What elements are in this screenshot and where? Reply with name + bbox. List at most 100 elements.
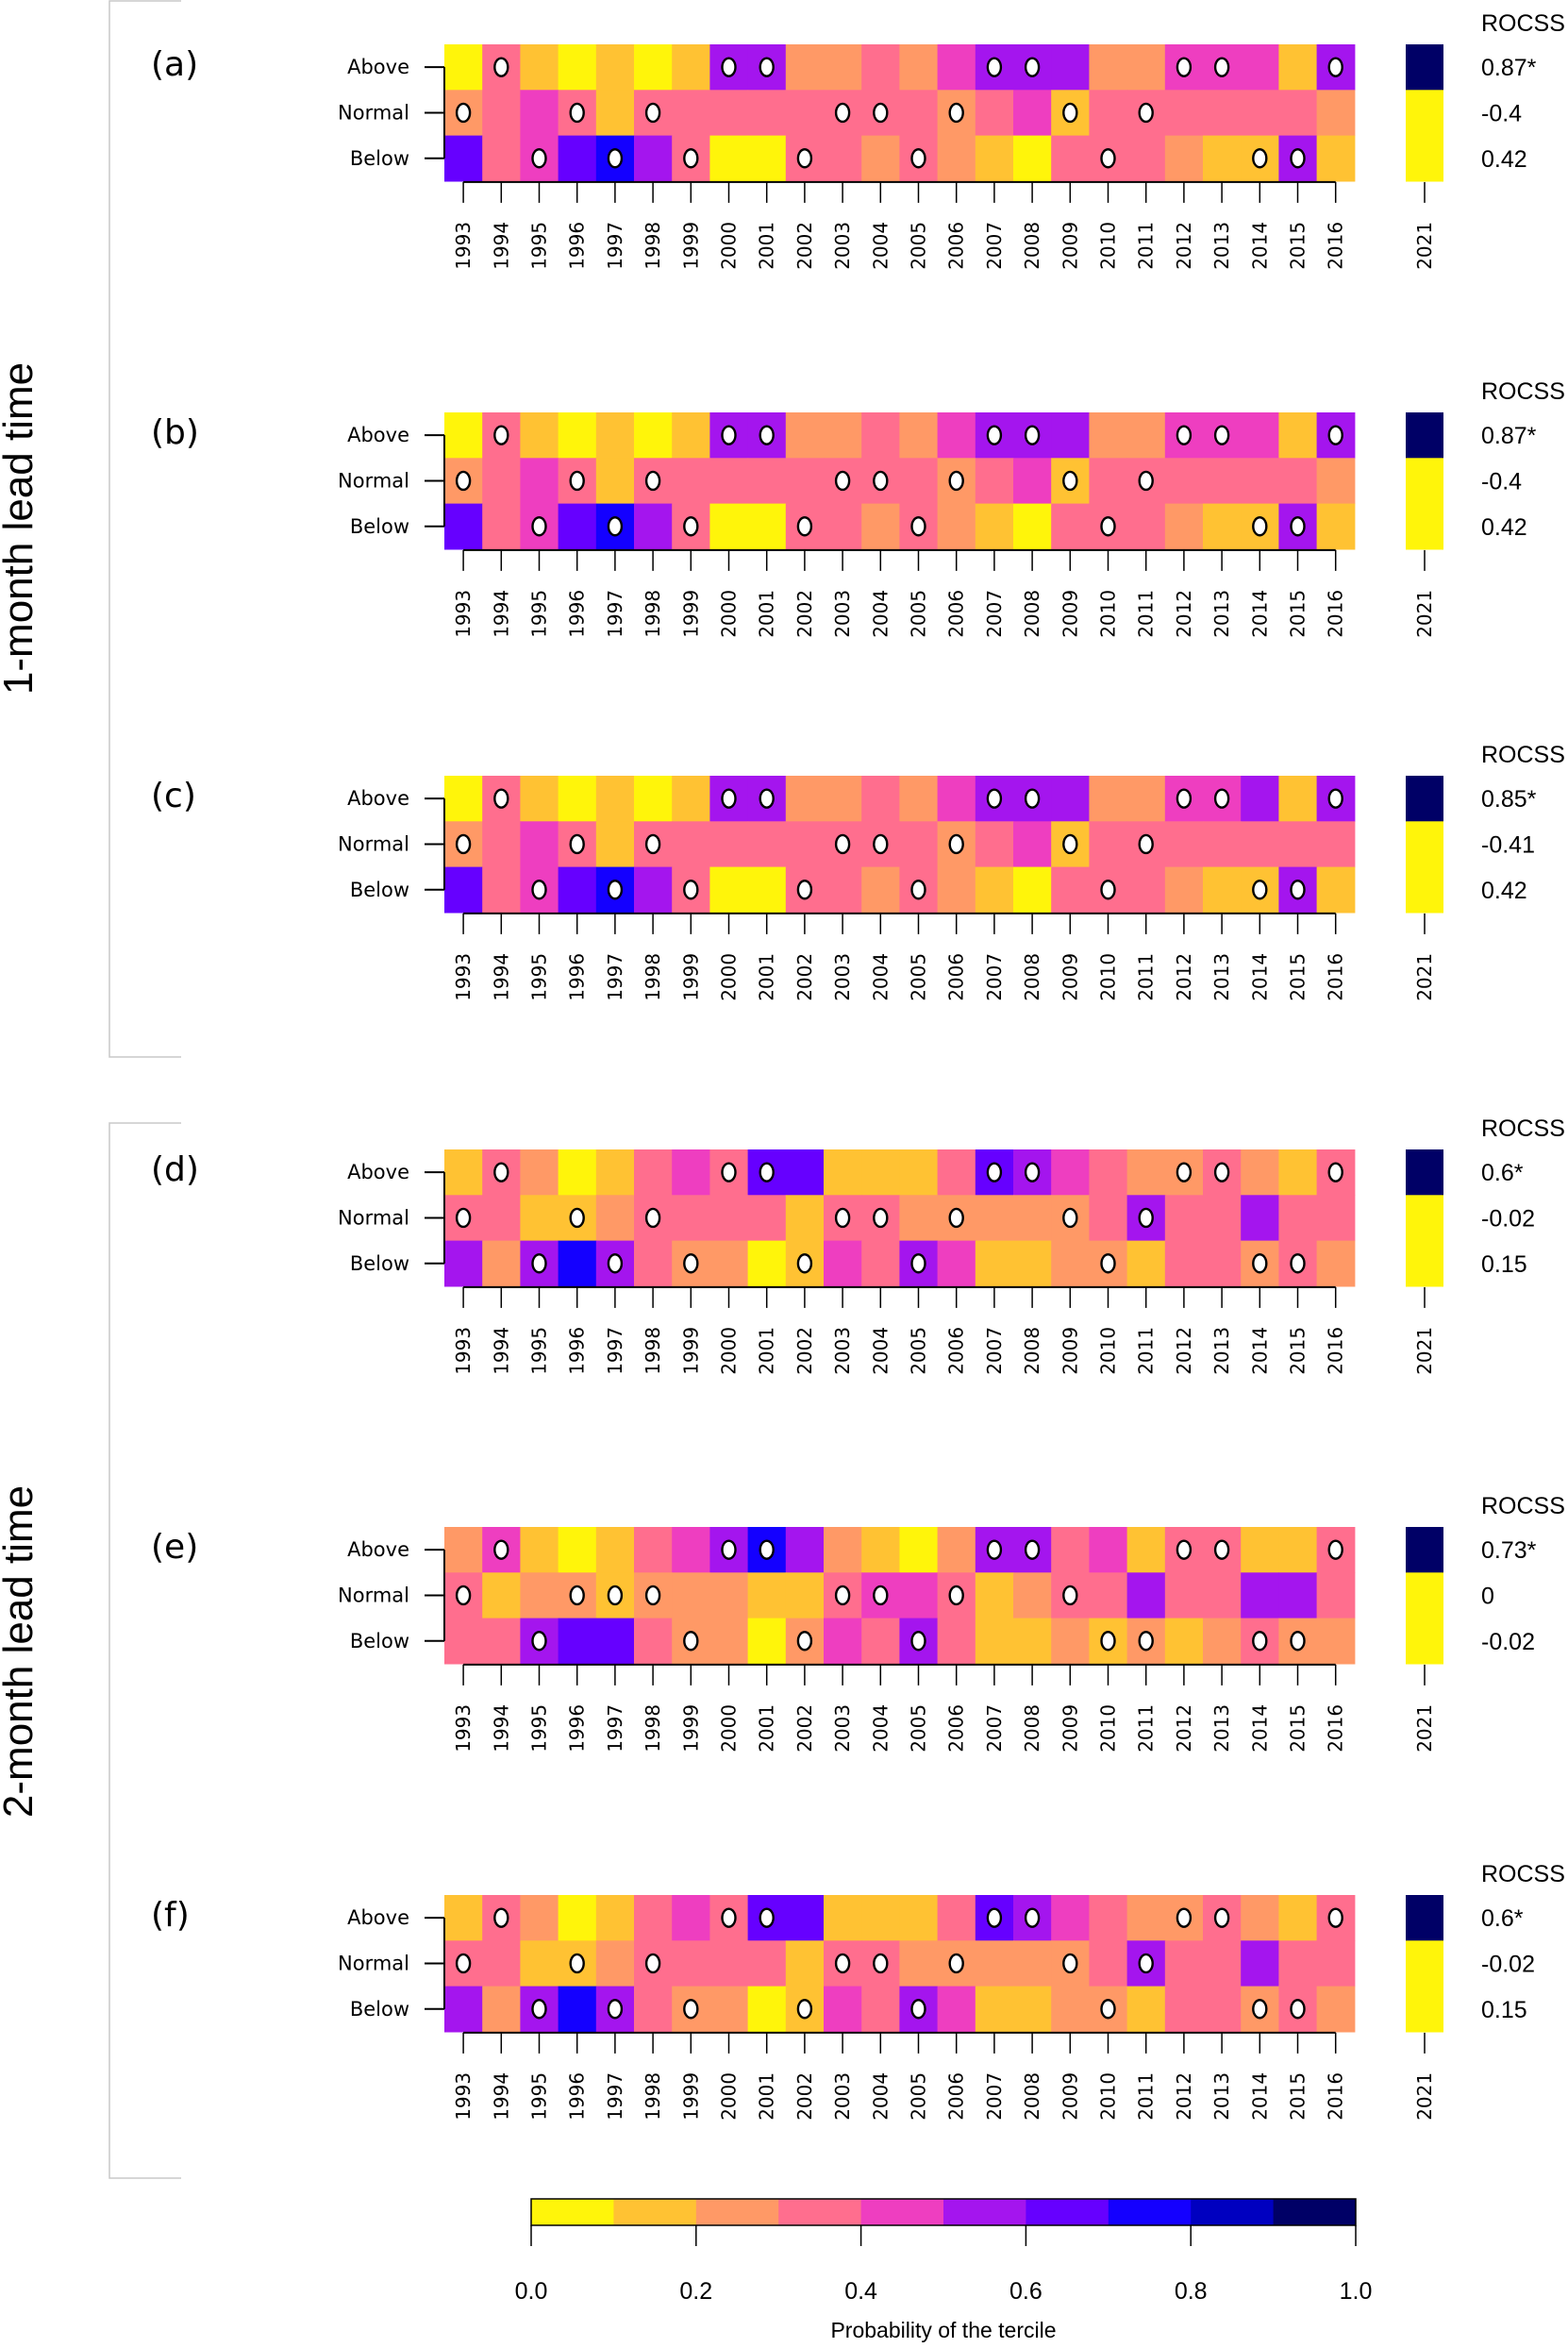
panel: (b) ROCSS Above 0.87* Normal -0.4 Below 0.42 199… [151, 378, 1565, 638]
x-tick-label: 2010 [1097, 590, 1120, 638]
colorbar-tick-label: 0.0 [515, 2278, 548, 2305]
heatmap-cell [558, 1895, 597, 1941]
observed-dot [1024, 1907, 1041, 1928]
observed-dot [873, 1585, 889, 1606]
heatmap-cell [747, 1240, 787, 1287]
x-tick-label: 2006 [945, 1327, 968, 1375]
x-tick-label: 2013 [1210, 1327, 1233, 1375]
observed-dot [1176, 788, 1193, 809]
rocss-value: 0.6* [1481, 1905, 1524, 1932]
observed-dot [1290, 880, 1306, 900]
heatmap-cell [824, 412, 862, 459]
heatmap-cell [1126, 1895, 1166, 1941]
x-tick-label: 2008 [1021, 590, 1043, 638]
heatmap-cell [861, 503, 900, 550]
heatmap-cell [1089, 776, 1128, 822]
heatmap-cell [785, 44, 825, 91]
observed-dot [721, 1539, 737, 1560]
observed-dot [1062, 833, 1078, 855]
heatmap-cell [1241, 412, 1279, 459]
observed-dot [531, 148, 547, 169]
heatmap-cell [709, 135, 749, 182]
heatmap-cell [482, 90, 521, 137]
heatmap-cell [709, 1572, 749, 1619]
x-tick-label: 2021 [1413, 953, 1436, 1001]
panel: (e) ROCSS Above 0.73* Normal 0 Below -0.02 1993 1… [151, 1493, 1565, 1753]
x-tick-label: 2014 [1248, 1327, 1271, 1375]
heatmap-cell [1316, 1618, 1356, 1665]
observed-dot [455, 833, 472, 855]
observed-dot [1062, 1585, 1078, 1606]
x-tick-label: 1998 [642, 1704, 664, 1753]
heatmap-cell [1051, 866, 1090, 914]
heatmap-cell [899, 1149, 939, 1196]
x-tick-label: 2014 [1248, 953, 1271, 1001]
heatmap-cell [1164, 821, 1204, 868]
heatmap-cell [1013, 503, 1052, 550]
observed-dot [873, 1207, 889, 1229]
observed-dot [759, 57, 775, 77]
x-tick-label: 2006 [945, 1704, 968, 1753]
x-tick-label: 2006 [945, 2072, 968, 2121]
heatmap-cell [1241, 1895, 1279, 1941]
x-tick-label: 2005 [908, 590, 930, 638]
heatmap-cell [520, 1572, 559, 1619]
heatmap-cell [482, 503, 521, 550]
heatmap-cell [1164, 866, 1204, 914]
observed-dot [1138, 470, 1154, 492]
colorbar-swatches [530, 2198, 1357, 2226]
heatmap-cell [1316, 503, 1356, 550]
x-tick-label: 2010 [1097, 222, 1120, 270]
heatmap-cell [1013, 1618, 1052, 1665]
heatmap-cell [824, 1149, 862, 1196]
rocss-title: ROCSS [1481, 1493, 1565, 1519]
forecast-cell [1406, 1149, 1443, 1196]
panel-label: (c) [151, 777, 196, 815]
x-tick-label: 2012 [1173, 222, 1195, 270]
heatmap-cell [672, 821, 710, 868]
observed-dot [1213, 57, 1230, 77]
x-tick-label: 2000 [718, 2072, 741, 2121]
heatmap-cell [785, 1940, 825, 1987]
heatmap-cell [824, 866, 862, 914]
row-label: Below [350, 147, 409, 170]
heatmap-cell [558, 1149, 597, 1196]
observed-dot [569, 833, 585, 855]
x-tick-label: 2016 [1325, 1327, 1347, 1375]
x-tick-label: 1993 [452, 1704, 475, 1753]
observed-dot [644, 833, 661, 855]
heatmap-cell [672, 1572, 710, 1619]
x-tick-label: 2006 [945, 953, 968, 1001]
x-tick-label: 1999 [679, 953, 702, 1001]
heatmap-cell [595, 1527, 635, 1573]
observed-dot [873, 102, 889, 124]
heatmap-cell [1316, 1195, 1356, 1242]
heatmap-cell [482, 1940, 521, 1987]
observed-dot [834, 102, 851, 124]
heatmap-cell [1013, 1572, 1052, 1619]
colorbar-ticks: 0.0 0.2 0.4 0.6 0.8 1.0 [515, 2225, 1372, 2305]
heatmap-cell [1164, 90, 1204, 137]
x-tick-label: 2016 [1325, 222, 1347, 270]
observed-dot [910, 880, 926, 900]
x-tick-label: 2002 [793, 953, 816, 1001]
heatmap-cell [1316, 458, 1356, 505]
observed-dot [1327, 788, 1343, 809]
x-tick-label: 2014 [1248, 590, 1271, 638]
rocss-value: -0.4 [1481, 468, 1522, 495]
observed-dot [1100, 148, 1116, 169]
heatmap-cell [861, 1618, 900, 1665]
rocss-value: -0.41 [1481, 831, 1535, 858]
observed-dot [1213, 788, 1230, 809]
x-tick-label: 1996 [566, 2072, 589, 2121]
x-tick-label: 1998 [642, 1327, 664, 1375]
x-tick-label: 2010 [1097, 1704, 1120, 1753]
x-tick-label: 1997 [604, 590, 626, 638]
x-tick-label: 2003 [831, 590, 854, 638]
heatmap-cell [1051, 776, 1090, 822]
heatmap-cell [975, 821, 1014, 868]
heatmap-cell [634, 503, 673, 550]
heatmap-cell [1013, 90, 1052, 137]
heatmap-cell [747, 90, 787, 137]
heatmap-cell [899, 458, 939, 505]
